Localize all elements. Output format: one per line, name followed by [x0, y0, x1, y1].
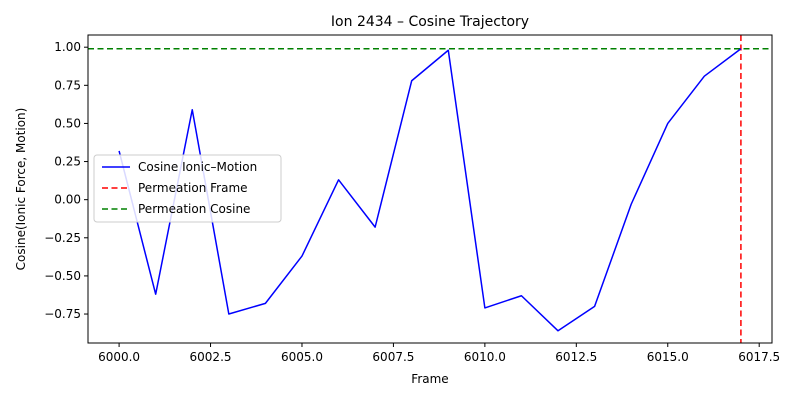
legend-label-permeation-frame: Permeation Frame: [138, 181, 248, 195]
x-tick-label: 6002.5: [190, 350, 232, 364]
x-tick-label: 6005.0: [281, 350, 323, 364]
y-axis: −0.75 −0.50 −0.25 0.00 0.25 0.50 0.75 1.00: [44, 40, 88, 321]
y-tick-label: −0.75: [44, 307, 81, 321]
legend-box: [93, 154, 282, 223]
y-tick-label: 0.25: [54, 155, 81, 169]
x-tick-label: 6010.0: [464, 350, 506, 364]
plot-area: [87, 34, 773, 344]
x-tick-label: 6007.5: [372, 350, 414, 364]
y-tick-label: 1.00: [54, 40, 81, 54]
y-tick-label: 0.75: [54, 78, 81, 92]
legend-label-permeation-cosine: Permeation Cosine: [138, 202, 250, 216]
y-tick-label: 0.00: [54, 193, 81, 207]
x-axis-label: Frame: [411, 372, 448, 386]
y-tick-label: −0.25: [44, 231, 81, 245]
x-tick-label: 6000.0: [98, 350, 140, 364]
y-tick-label: −0.50: [44, 269, 81, 283]
legend-label-cosine-ionic-motion: Cosine Ionic–Motion: [138, 160, 257, 174]
plot-frame: [87, 34, 773, 344]
x-tick-label: 6017.5: [738, 350, 780, 364]
legend: Cosine Ionic–Motion Permeation Frame Perme…: [93, 154, 282, 223]
x-axis: 6000.0 6002.5 6005.0 6007.5 6010.0 6012.5 6015…: [98, 343, 780, 364]
x-tick-label: 6015.0: [647, 350, 689, 364]
x-tick-label: 6012.5: [555, 350, 597, 364]
chart-title: Ion 2434 – Cosine Trajectory: [331, 14, 529, 30]
series-line-cosine-ionic-motion: [118, 48, 742, 332]
y-tick-label: 0.50: [54, 116, 81, 130]
y-axis-label: Cosine(Ionic Force, Motion): [14, 108, 28, 271]
